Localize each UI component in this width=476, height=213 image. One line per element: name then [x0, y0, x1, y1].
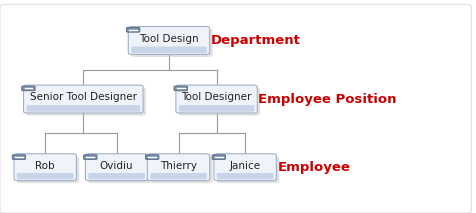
FancyBboxPatch shape — [26, 105, 140, 112]
Text: Thierry: Thierry — [160, 161, 197, 171]
FancyBboxPatch shape — [212, 155, 226, 159]
FancyBboxPatch shape — [22, 86, 35, 91]
Text: Tool Design: Tool Design — [139, 34, 199, 44]
Text: Employee: Employee — [277, 161, 350, 174]
FancyBboxPatch shape — [179, 105, 254, 112]
FancyBboxPatch shape — [85, 154, 148, 181]
FancyBboxPatch shape — [150, 156, 212, 183]
FancyBboxPatch shape — [17, 156, 79, 183]
Text: Employee Position: Employee Position — [258, 92, 397, 106]
Text: Tool Designer: Tool Designer — [181, 92, 252, 102]
Text: Senior Tool Designer: Senior Tool Designer — [30, 92, 137, 102]
FancyBboxPatch shape — [89, 156, 150, 183]
FancyBboxPatch shape — [17, 173, 73, 179]
FancyBboxPatch shape — [131, 29, 212, 57]
FancyBboxPatch shape — [174, 86, 188, 91]
FancyBboxPatch shape — [176, 85, 257, 113]
FancyBboxPatch shape — [89, 173, 145, 179]
Text: Rob: Rob — [35, 161, 55, 171]
FancyBboxPatch shape — [12, 155, 26, 159]
Text: Department: Department — [210, 34, 300, 47]
FancyBboxPatch shape — [214, 154, 276, 181]
FancyBboxPatch shape — [26, 88, 146, 115]
Text: Ovidiu: Ovidiu — [100, 161, 133, 171]
FancyBboxPatch shape — [23, 85, 143, 113]
FancyBboxPatch shape — [217, 156, 279, 183]
FancyBboxPatch shape — [179, 88, 260, 115]
FancyBboxPatch shape — [150, 173, 207, 179]
FancyBboxPatch shape — [127, 27, 140, 32]
FancyBboxPatch shape — [128, 26, 209, 54]
FancyBboxPatch shape — [14, 154, 76, 181]
FancyBboxPatch shape — [217, 173, 273, 179]
FancyBboxPatch shape — [148, 154, 209, 181]
FancyBboxPatch shape — [84, 155, 97, 159]
FancyBboxPatch shape — [131, 46, 207, 53]
FancyBboxPatch shape — [146, 155, 159, 159]
Text: Janice: Janice — [229, 161, 261, 171]
